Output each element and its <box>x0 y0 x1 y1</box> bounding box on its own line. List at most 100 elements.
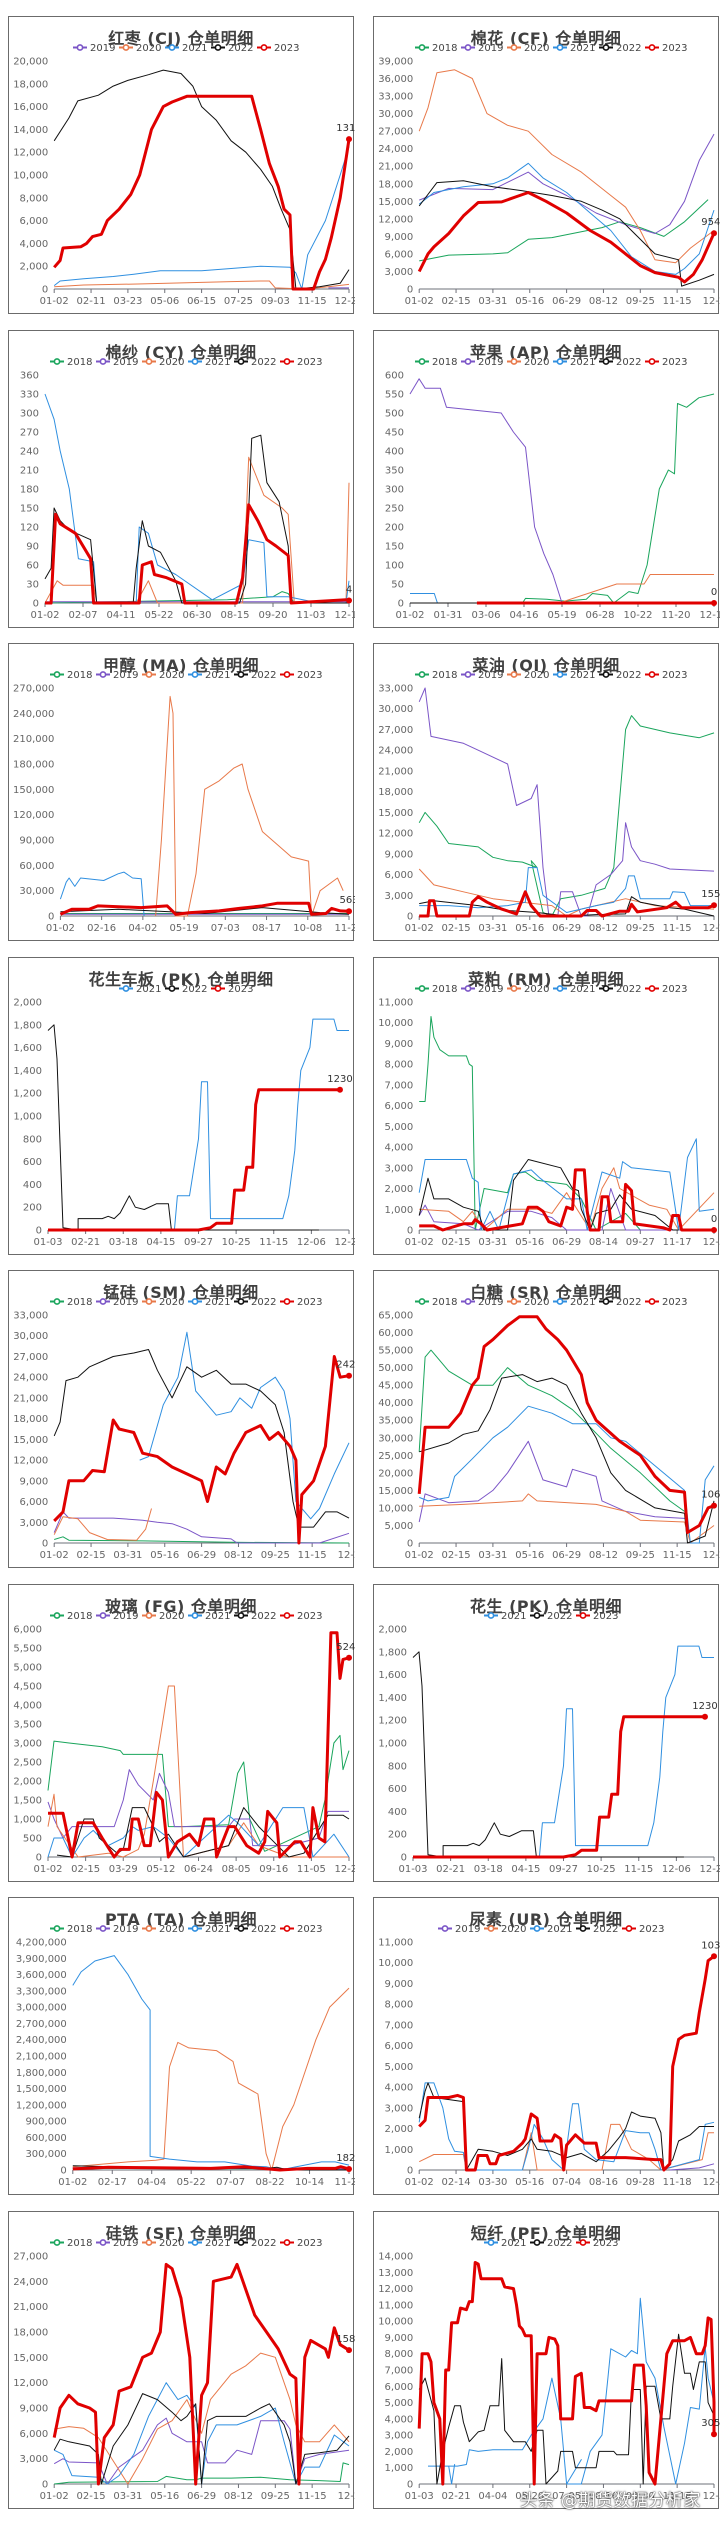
legend-item-2021[interactable]: 2021 <box>484 2238 526 2249</box>
legend-item-2020[interactable]: 2020 <box>507 984 549 995</box>
legend-item-2023[interactable]: 2023 <box>645 670 687 681</box>
legend-item-2023[interactable]: 2023 <box>645 43 687 54</box>
legend-item-2021[interactable]: 2021 <box>553 43 595 54</box>
legend-item-2022[interactable]: 2022 <box>599 1297 641 1308</box>
legend-item-2021[interactable]: 2021 <box>553 670 595 681</box>
legend-item-2022[interactable]: 2022 <box>234 1924 276 1935</box>
legend-item-2022[interactable]: 2022 <box>530 2238 572 2249</box>
legend-item-2019[interactable]: 2019 <box>461 1297 503 1308</box>
legend-item-2021[interactable]: 2021 <box>119 984 161 995</box>
legend-item-2019[interactable]: 2019 <box>96 1611 138 1622</box>
legend-item-2020[interactable]: 2020 <box>142 1297 184 1308</box>
legend-item-2022[interactable]: 2022 <box>234 670 276 681</box>
legend-item-2021[interactable]: 2021 <box>553 357 595 368</box>
y-tick-label: 0 <box>33 598 39 609</box>
legend-item-2020[interactable]: 2020 <box>142 670 184 681</box>
legend-item-2019[interactable]: 2019 <box>461 670 503 681</box>
legend-item-2020[interactable]: 2020 <box>507 43 549 54</box>
legend-item-2019[interactable]: 2019 <box>461 357 503 368</box>
legend-item-2023[interactable]: 2023 <box>645 984 687 995</box>
legend-item-2019[interactable]: 2019 <box>438 1924 480 1935</box>
legend-item-2018[interactable]: 2018 <box>50 670 92 681</box>
legend-marker-icon <box>283 357 291 365</box>
legend-item-2023[interactable]: 2023 <box>280 1924 322 1935</box>
legend-item-2020[interactable]: 2020 <box>119 43 161 54</box>
legend-item-2022[interactable]: 2022 <box>234 1611 276 1622</box>
svg-text:2018: 2018 <box>432 670 457 681</box>
y-tick-label: 0 <box>42 1539 48 1550</box>
legend-item-2018[interactable]: 2018 <box>50 1611 92 1622</box>
legend-item-2023[interactable]: 2023 <box>645 1297 687 1308</box>
legend-item-2022[interactable]: 2022 <box>530 1611 572 1622</box>
legend-item-2020[interactable]: 2020 <box>142 2238 184 2249</box>
legend-item-2019[interactable]: 2019 <box>96 2238 138 2249</box>
y-tick-label: 5,000 <box>385 1121 414 1132</box>
legend-item-2023[interactable]: 2023 <box>280 670 322 681</box>
x-tick-label: 11-29 <box>334 2177 355 2188</box>
legend-item-2021[interactable]: 2021 <box>188 357 230 368</box>
legend-item-2019[interactable]: 2019 <box>73 43 115 54</box>
legend-item-2020[interactable]: 2020 <box>507 1297 549 1308</box>
legend-item-2023[interactable]: 2023 <box>280 357 322 368</box>
legend-item-2023[interactable]: 2023 <box>645 357 687 368</box>
legend-item-2021[interactable]: 2021 <box>553 984 595 995</box>
legend-item-2021[interactable]: 2021 <box>553 1297 595 1308</box>
legend-item-2022[interactable]: 2022 <box>599 357 641 368</box>
legend-item-2021[interactable]: 2021 <box>188 670 230 681</box>
x-tick-label: 01-02 <box>405 1550 434 1561</box>
legend-marker-icon <box>99 1611 107 1619</box>
chart-title: 白糖 (SR) 仓单明细 <box>470 1283 622 1302</box>
legend-item-2019[interactable]: 2019 <box>96 1297 138 1308</box>
legend-item-2018[interactable]: 2018 <box>415 357 457 368</box>
legend-item-2020[interactable]: 2020 <box>507 670 549 681</box>
legend-item-2020[interactable]: 2020 <box>142 1611 184 1622</box>
legend-item-2019[interactable]: 2019 <box>461 43 503 54</box>
legend-item-2021[interactable]: 2021 <box>188 1924 230 1935</box>
legend-item-2022[interactable]: 2022 <box>599 43 641 54</box>
series-line-2020 <box>419 1166 715 1230</box>
legend-item-2022[interactable]: 2022 <box>599 984 641 995</box>
legend-item-2022[interactable]: 2022 <box>234 357 276 368</box>
legend-item-2023[interactable]: 2023 <box>280 1611 322 1622</box>
y-tick-label: 3,000 <box>385 267 414 278</box>
legend-item-2022[interactable]: 2022 <box>211 43 253 54</box>
legend-item-2018[interactable]: 2018 <box>50 2238 92 2249</box>
legend-item-2018[interactable]: 2018 <box>50 357 92 368</box>
legend-item-2019[interactable]: 2019 <box>461 984 503 995</box>
series-line-2021 <box>410 592 438 603</box>
legend-item-2022[interactable]: 2022 <box>165 984 207 995</box>
legend-item-2021[interactable]: 2021 <box>165 43 207 54</box>
legend-item-2018[interactable]: 2018 <box>50 1297 92 1308</box>
legend-item-2019[interactable]: 2019 <box>96 670 138 681</box>
legend-item-2022[interactable]: 2022 <box>234 2238 276 2249</box>
legend-item-2023[interactable]: 2023 <box>280 2238 322 2249</box>
legend-item-2023[interactable]: 2023 <box>211 984 253 995</box>
legend-item-2019[interactable]: 2019 <box>96 1924 138 1935</box>
legend-item-2023[interactable]: 2023 <box>622 1924 664 1935</box>
legend-item-2020[interactable]: 2020 <box>142 1924 184 1935</box>
legend-item-2021[interactable]: 2021 <box>188 2238 230 2249</box>
legend-item-2018[interactable]: 2018 <box>415 43 457 54</box>
y-tick-label: 33,000 <box>378 684 413 695</box>
legend-item-2023[interactable]: 2023 <box>257 43 299 54</box>
legend-item-2018[interactable]: 2018 <box>415 984 457 995</box>
legend-item-2020[interactable]: 2020 <box>142 357 184 368</box>
legend-item-2018[interactable]: 2018 <box>415 1297 457 1308</box>
legend-item-2023[interactable]: 2023 <box>576 2238 618 2249</box>
legend-item-2021[interactable]: 2021 <box>530 1924 572 1935</box>
legend-item-2020[interactable]: 2020 <box>484 1924 526 1935</box>
y-tick-label: 2,500 <box>13 1757 42 1768</box>
legend-item-2018[interactable]: 2018 <box>415 670 457 681</box>
legend-item-2023[interactable]: 2023 <box>576 1611 618 1622</box>
legend-item-2021[interactable]: 2021 <box>188 1297 230 1308</box>
y-tick-label: 1,000 <box>13 1814 42 1825</box>
legend-item-2023[interactable]: 2023 <box>280 1297 322 1308</box>
legend-item-2022[interactable]: 2022 <box>599 670 641 681</box>
legend-item-2021[interactable]: 2021 <box>188 1611 230 1622</box>
legend-item-2018[interactable]: 2018 <box>50 1924 92 1935</box>
legend-item-2019[interactable]: 2019 <box>96 357 138 368</box>
legend-item-2022[interactable]: 2022 <box>576 1924 618 1935</box>
legend-item-2021[interactable]: 2021 <box>484 1611 526 1622</box>
legend-item-2020[interactable]: 2020 <box>507 357 549 368</box>
legend-item-2022[interactable]: 2022 <box>234 1297 276 1308</box>
